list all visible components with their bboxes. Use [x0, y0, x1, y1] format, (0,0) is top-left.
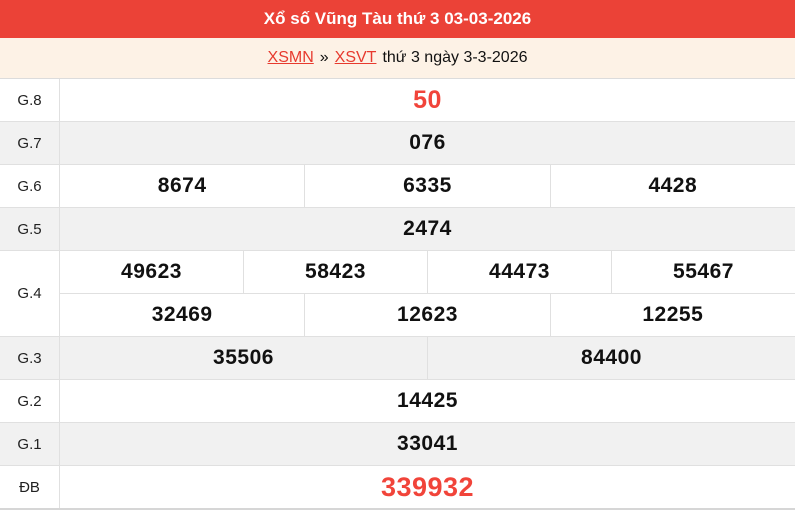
- prize-value-g4-4: 55467: [673, 260, 734, 283]
- prize-value-g2: 14425: [397, 389, 458, 412]
- prize-value-g4-5: 32469: [60, 294, 306, 336]
- breadcrumb-link-xsvt[interactable]: XSVT: [334, 49, 377, 66]
- breadcrumb: XSMN » XSVT thứ 3 ngày 3-3-2026: [0, 38, 795, 78]
- prize-value-g1: 33041: [397, 432, 458, 455]
- prize-value-g7: 076: [409, 131, 446, 154]
- prize-label: G.3: [0, 337, 60, 379]
- prize-value-g4-1: 49623: [60, 251, 244, 293]
- prize-value-g4-7: 12255: [642, 303, 704, 326]
- prize-value-g4-6: 12623: [305, 294, 551, 336]
- prize-value-g8: 50: [413, 85, 442, 114]
- prize-label: ĐB: [0, 466, 60, 508]
- prize-label: G.8: [0, 79, 60, 121]
- prize-label: G.6: [0, 165, 60, 207]
- prize-value-g6-1: 8674: [60, 165, 306, 207]
- prize-value-g6-2: 6335: [305, 165, 551, 207]
- breadcrumb-separator: »: [319, 49, 329, 66]
- page-title: Xổ số Vũng Tàu thứ 3 03-03-2026: [263, 9, 532, 28]
- prize-row-g7: G.7 076: [0, 122, 795, 165]
- prize-row-g5: G.5 2474: [0, 208, 795, 251]
- prize-row-g6: G.6 8674 6335 4428: [0, 165, 795, 208]
- prize-row-g3: G.3 35506 84400: [0, 337, 795, 380]
- prize-value-g5: 2474: [403, 217, 452, 240]
- prize-row-db: ĐB 339932: [0, 466, 795, 508]
- prize-value-g4-2: 58423: [244, 251, 428, 293]
- prize-label: G.2: [0, 380, 60, 422]
- lottery-title-bar: Xổ số Vũng Tàu thứ 3 03-03-2026: [0, 0, 795, 38]
- prize-value-g3-1: 35506: [60, 337, 428, 379]
- lottery-results-table: G.8 50 G.7 076 G.6 8674 6335 4428 G.5 24…: [0, 78, 795, 510]
- prize-value-db: 339932: [380, 471, 475, 502]
- prize-row-g8: G.8 50: [0, 79, 795, 122]
- prize-row-g4: G.4 49623 58423 44473 55467 32469 12623 …: [0, 251, 795, 337]
- prize-value-g6-3: 4428: [648, 174, 698, 197]
- prize-value-g3-2: 84400: [581, 346, 642, 369]
- prize-value-g4-3: 44473: [428, 251, 612, 293]
- breadcrumb-date-text: thứ 3 ngày 3-3-2026: [382, 49, 528, 66]
- prize-row-g1: G.1 33041: [0, 423, 795, 466]
- prize-label: G.4: [0, 251, 60, 336]
- prize-label: G.7: [0, 122, 60, 164]
- prize-row-g2: G.2 14425: [0, 380, 795, 423]
- breadcrumb-link-xsmn[interactable]: XSMN: [267, 49, 314, 66]
- prize-label: G.1: [0, 423, 60, 465]
- prize-label: G.5: [0, 208, 60, 250]
